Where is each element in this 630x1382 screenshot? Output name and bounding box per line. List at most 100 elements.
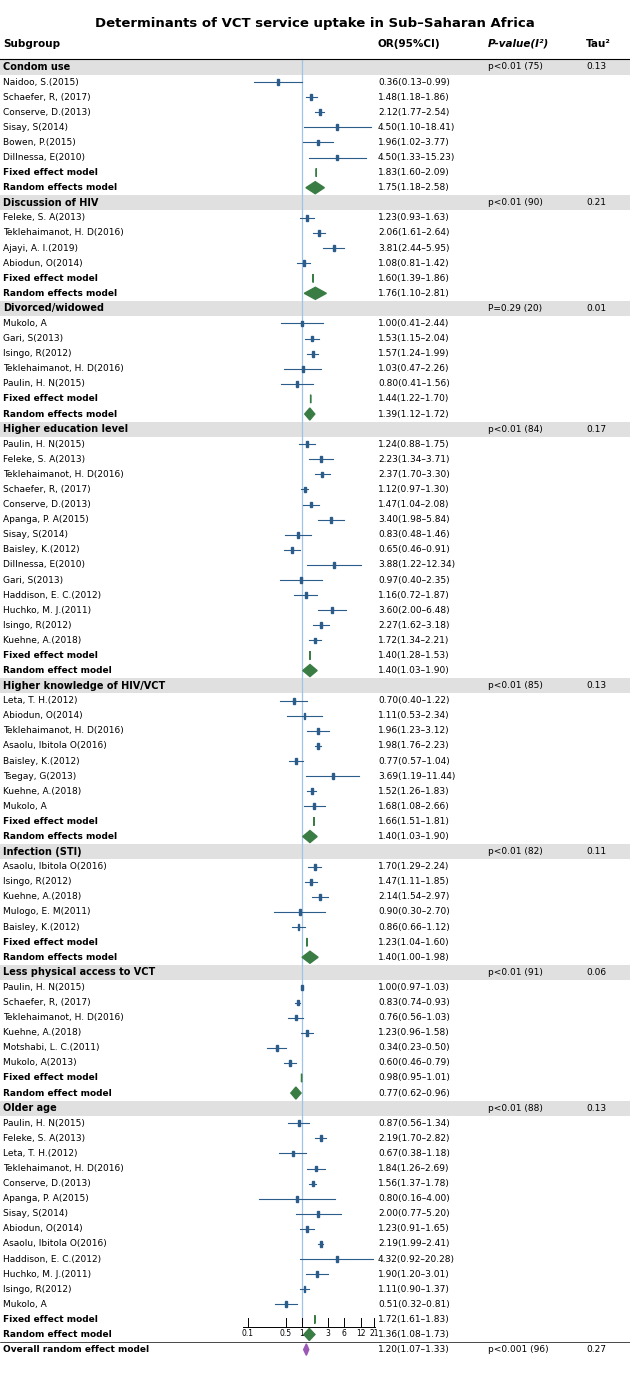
Text: Random effect model: Random effect model [3, 1329, 112, 1339]
Bar [298, 1121, 300, 1126]
Polygon shape [304, 1343, 309, 1356]
Bar [304, 593, 307, 598]
Text: Dillnessa, E(2010): Dillnessa, E(2010) [3, 153, 85, 162]
Text: 0.34(0.23–0.50): 0.34(0.23–0.50) [378, 1043, 450, 1052]
Bar [302, 366, 304, 372]
Text: Tau²: Tau² [586, 39, 610, 48]
Text: 1.44(1.22–1.70): 1.44(1.22–1.70) [378, 394, 449, 404]
Text: 1.96(1.23–3.12): 1.96(1.23–3.12) [378, 727, 450, 735]
Text: Less physical access to VCT: Less physical access to VCT [3, 967, 156, 977]
Text: Baisley, K.(2012): Baisley, K.(2012) [3, 756, 80, 766]
Text: 1.72(1.61–1.83): 1.72(1.61–1.83) [378, 1314, 450, 1324]
Text: P=0.29 (20): P=0.29 (20) [488, 304, 542, 312]
Text: 0.13: 0.13 [586, 1104, 606, 1113]
Bar [319, 109, 321, 115]
Text: 1.68(1.08–2.66): 1.68(1.08–2.66) [378, 802, 450, 811]
Bar [311, 336, 313, 341]
Text: Conserve, D.(2013): Conserve, D.(2013) [3, 1179, 91, 1189]
Text: 0.1: 0.1 [242, 1329, 254, 1339]
Text: 1.12(0.97–1.30): 1.12(0.97–1.30) [378, 485, 450, 493]
Text: Random effect model: Random effect model [3, 1089, 112, 1097]
Text: 3: 3 [326, 1329, 330, 1339]
Text: Gari, S(2013): Gari, S(2013) [3, 575, 63, 585]
Bar [0, 679, 630, 694]
Text: 2.12(1.77–2.54): 2.12(1.77–2.54) [378, 108, 449, 116]
Text: 1.56(1.37–1.78): 1.56(1.37–1.78) [378, 1179, 450, 1189]
Text: 1.11(0.90–1.37): 1.11(0.90–1.37) [378, 1285, 450, 1294]
Bar [310, 879, 312, 884]
Text: Isingo, R(2012): Isingo, R(2012) [3, 878, 72, 886]
Text: 1.23(1.04–1.60): 1.23(1.04–1.60) [378, 937, 450, 947]
Text: 0.77(0.62–0.96): 0.77(0.62–0.96) [378, 1089, 450, 1097]
Text: 1.90(1.20–3.01): 1.90(1.20–3.01) [378, 1270, 450, 1278]
Bar [277, 79, 279, 84]
Text: 0.83(0.48–1.46): 0.83(0.48–1.46) [378, 531, 450, 539]
Text: 2.19(1.99–2.41): 2.19(1.99–2.41) [378, 1240, 449, 1248]
Text: Infection (STI): Infection (STI) [3, 847, 82, 857]
Text: 0.13: 0.13 [586, 681, 606, 690]
Text: Fixed effect model: Fixed effect model [3, 651, 98, 661]
Text: Gari, S(2013): Gari, S(2013) [3, 334, 63, 343]
Bar [317, 744, 319, 749]
Text: Paulin, H. N(2015): Paulin, H. N(2015) [3, 983, 85, 992]
Bar [0, 965, 630, 980]
Text: 0.11: 0.11 [586, 847, 606, 855]
Text: 2.19(1.70–2.82): 2.19(1.70–2.82) [378, 1133, 449, 1143]
Bar [285, 1302, 287, 1307]
Bar [0, 844, 630, 860]
Text: Teklehaimanot, H. D(2016): Teklehaimanot, H. D(2016) [3, 1164, 124, 1173]
Bar [0, 59, 630, 75]
Text: Overall random effect model: Overall random effect model [3, 1345, 149, 1354]
Text: 0.51(0.32–0.81): 0.51(0.32–0.81) [378, 1300, 450, 1309]
Text: 0.97(0.40–2.35): 0.97(0.40–2.35) [378, 575, 450, 585]
Text: Feleke, S. A(2013): Feleke, S. A(2013) [3, 213, 85, 223]
Bar [0, 195, 630, 210]
Text: 3.69(1.19–11.44): 3.69(1.19–11.44) [378, 771, 455, 781]
Text: 1.70(1.29–2.24): 1.70(1.29–2.24) [378, 862, 449, 871]
Text: 1.00(0.41–2.44): 1.00(0.41–2.44) [378, 319, 449, 328]
Text: p<0.01 (88): p<0.01 (88) [488, 1104, 543, 1113]
Text: 1.75(1.18–2.58): 1.75(1.18–2.58) [378, 184, 450, 192]
Bar [297, 999, 299, 1005]
Polygon shape [306, 181, 324, 193]
Text: Paulin, H. N(2015): Paulin, H. N(2015) [3, 439, 85, 449]
Text: 0.80(0.41–1.56): 0.80(0.41–1.56) [378, 379, 450, 388]
Bar [276, 1045, 278, 1050]
Text: Older age: Older age [3, 1103, 57, 1113]
Text: Teklehaimanot, H. D(2016): Teklehaimanot, H. D(2016) [3, 470, 124, 480]
Text: Conserve, D.(2013): Conserve, D.(2013) [3, 500, 91, 509]
Bar [319, 1136, 321, 1142]
Text: Fixed effect model: Fixed effect model [3, 817, 98, 826]
Bar [330, 517, 332, 522]
Text: p<0.01 (75): p<0.01 (75) [488, 62, 543, 72]
Text: Condom use: Condom use [3, 62, 71, 72]
Text: Schaefer, R, (2017): Schaefer, R, (2017) [3, 93, 91, 102]
Bar [297, 532, 299, 538]
Polygon shape [304, 1328, 315, 1341]
Text: 1.48(1.18–1.86): 1.48(1.18–1.86) [378, 93, 450, 102]
Text: 3.88(1.22–12.34): 3.88(1.22–12.34) [378, 561, 455, 569]
Text: Schaefer, R, (2017): Schaefer, R, (2017) [3, 998, 91, 1007]
Bar [332, 774, 334, 779]
Text: 1.16(0.72–1.87): 1.16(0.72–1.87) [378, 590, 450, 600]
Bar [312, 351, 314, 357]
Text: Asaolu, Ibitola O(2016): Asaolu, Ibitola O(2016) [3, 862, 107, 871]
Bar [310, 502, 312, 507]
Bar [289, 1060, 291, 1066]
Text: 2.14(1.54–2.97): 2.14(1.54–2.97) [378, 893, 449, 901]
Text: 3.81(2.44–5.95): 3.81(2.44–5.95) [378, 243, 449, 253]
Text: 1: 1 [300, 1329, 304, 1339]
Text: Isingo, R(2012): Isingo, R(2012) [3, 621, 72, 630]
Text: 0.87(0.56–1.34): 0.87(0.56–1.34) [378, 1119, 450, 1128]
Text: 1.36(1.08–1.73): 1.36(1.08–1.73) [378, 1329, 450, 1339]
Text: Asaolu, Ibitola O(2016): Asaolu, Ibitola O(2016) [3, 1240, 107, 1248]
Text: 1.57(1.24–1.99): 1.57(1.24–1.99) [378, 350, 450, 358]
Text: Leta, T. H.(2012): Leta, T. H.(2012) [3, 697, 77, 705]
Text: Ajayi, A. I.(2019): Ajayi, A. I.(2019) [3, 243, 78, 253]
Text: 2.37(1.70–3.30): 2.37(1.70–3.30) [378, 470, 450, 480]
Bar [304, 486, 306, 492]
Text: 2.06(1.61–2.64): 2.06(1.61–2.64) [378, 228, 449, 238]
Text: 0.13: 0.13 [586, 62, 606, 72]
Text: 12: 12 [356, 1329, 365, 1339]
Text: P-value(I²): P-value(I²) [488, 39, 549, 48]
